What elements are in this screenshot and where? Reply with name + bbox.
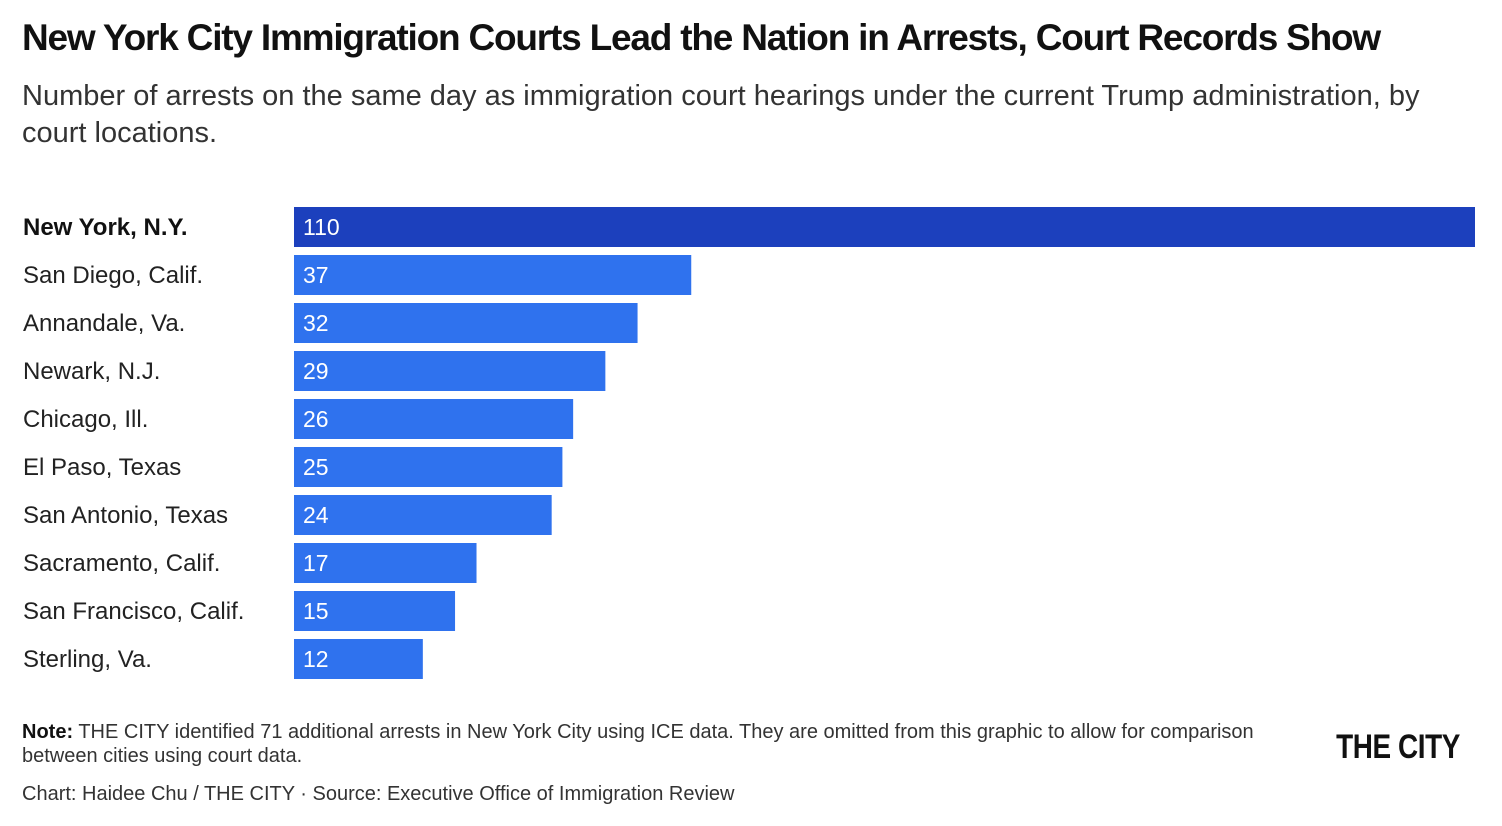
- note-text: THE CITY identified 71 additional arrest…: [22, 721, 1254, 767]
- category-label-san-diego-calif: San Diego, Calif.: [23, 262, 203, 289]
- value-label-san-antonio-texas: 24: [303, 502, 329, 528]
- credit-line: Chart: Haidee Chu / THE CITY · Source: E…: [22, 783, 735, 805]
- bar-sacramento-calif: [294, 543, 477, 583]
- value-label-san-diego-calif: 37: [303, 262, 329, 288]
- bar-chicago-ill: [294, 399, 574, 439]
- chart-title: New York City Immigration Courts Lead th…: [22, 17, 1381, 58]
- value-label-el-paso-texas: 25: [303, 454, 329, 480]
- bar-newark-n-j: [294, 351, 606, 391]
- category-label-el-paso-texas: El Paso, Texas: [23, 454, 181, 481]
- bar-san-antonio-texas: [294, 495, 552, 535]
- bar-sterling-va: [294, 639, 423, 679]
- category-label-san-francisco-calif: San Francisco, Calif.: [23, 598, 244, 625]
- value-label-sterling-va: 12: [303, 646, 329, 672]
- category-label-san-antonio-texas: San Antonio, Texas: [23, 502, 228, 529]
- bar-el-paso-texas: [294, 447, 563, 487]
- note: Note: THE CITY identified 71 additional …: [22, 720, 1282, 768]
- value-label-annandale-va: 32: [303, 310, 329, 336]
- category-label-annandale-va: Annandale, Va.: [23, 310, 185, 337]
- category-label-chicago-ill: Chicago, Ill.: [23, 406, 148, 433]
- bar-chart: New York, N.Y. 110 San Diego, Calif. 37 Anna…: [23, 207, 1475, 679]
- bar-new-york-n-y: [294, 207, 1475, 247]
- note-label: Note:: [22, 721, 74, 743]
- category-label-sacramento-calif: Sacramento, Calif.: [23, 550, 220, 577]
- value-label-sacramento-calif: 17: [303, 550, 329, 576]
- bar-annandale-va: [294, 303, 638, 343]
- value-label-new-york-n-y: 110: [303, 214, 340, 240]
- bar-san-diego-calif: [294, 255, 692, 295]
- value-label-chicago-ill: 26: [303, 406, 329, 432]
- value-label-newark-n-j: 29: [303, 358, 329, 384]
- category-label-new-york-n-y: New York, N.Y.: [23, 214, 188, 241]
- value-label-san-francisco-calif: 15: [303, 598, 329, 624]
- the-city-logo: THE CITY: [1336, 728, 1460, 766]
- chart-subtitle: Number of arrests on the same day as imm…: [22, 80, 1420, 149]
- category-label-newark-n-j: Newark, N.J.: [23, 358, 160, 385]
- category-label-sterling-va: Sterling, Va.: [23, 646, 152, 673]
- bar-san-francisco-calif: [294, 591, 456, 631]
